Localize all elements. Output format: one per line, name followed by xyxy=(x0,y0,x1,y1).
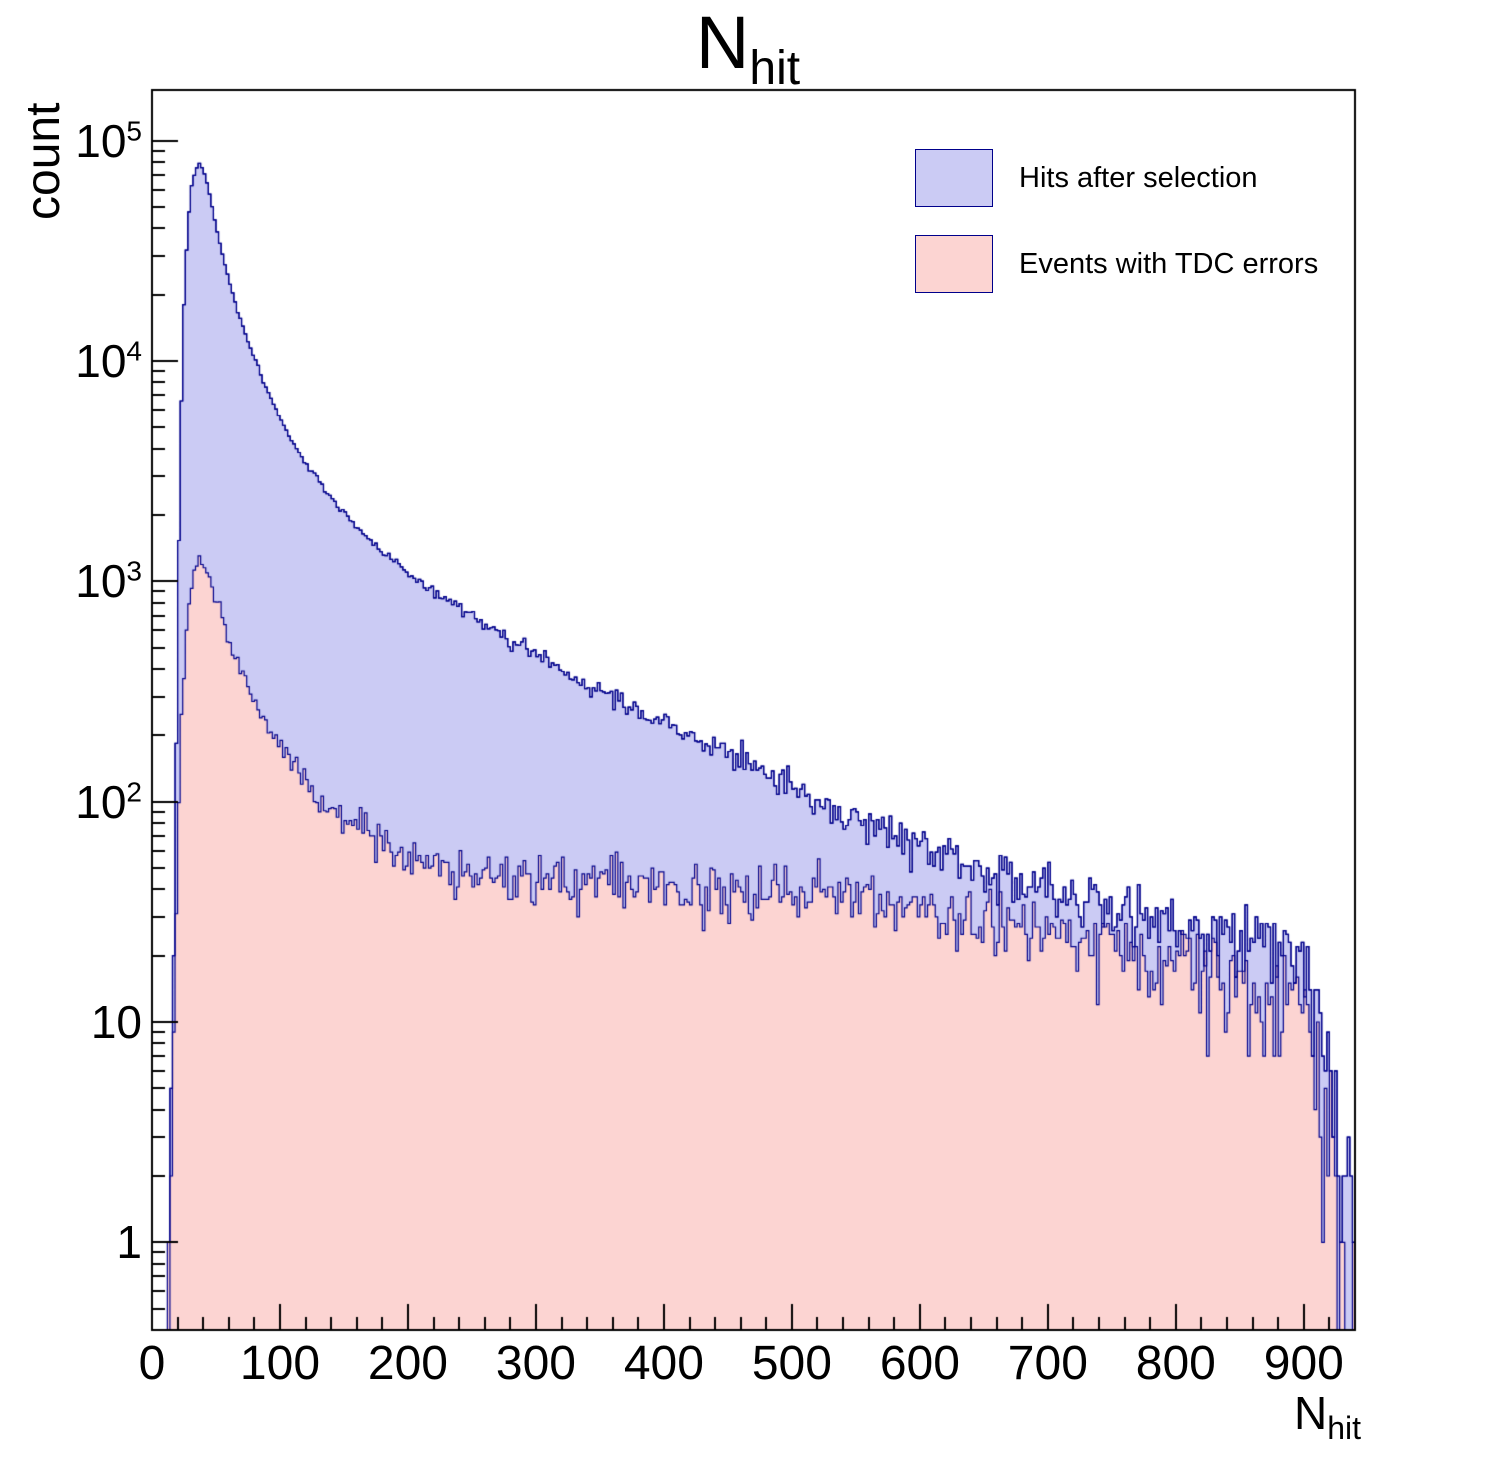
x-tick-label: 800 xyxy=(1135,1337,1216,1390)
y-tick-label: 102 xyxy=(75,775,142,828)
legend-item-hits-after-selection: Hits after selection xyxy=(915,148,1318,208)
x-axis-label-main: N xyxy=(1294,1387,1328,1439)
x-tick-label: 600 xyxy=(879,1337,960,1390)
y-tick-label: 103 xyxy=(75,555,142,608)
legend-swatch-blue xyxy=(915,149,993,207)
legend-item-events-with-tdc-errors: Events with TDC errors xyxy=(915,234,1318,294)
x-tick-label: 0 xyxy=(138,1337,166,1390)
y-tick-label: 10 xyxy=(90,996,142,1049)
x-tick-label: 200 xyxy=(367,1337,448,1390)
chart-title-main: N xyxy=(695,1,750,84)
x-tick-label: 500 xyxy=(751,1337,832,1390)
x-tick-label: 100 xyxy=(239,1337,321,1390)
x-tick-label: 400 xyxy=(623,1337,704,1390)
x-tick-label: 700 xyxy=(1007,1337,1088,1390)
x-tick-label: 900 xyxy=(1263,1337,1344,1390)
x-axis-label: Nhit xyxy=(1294,1386,1361,1447)
legend-label: Hits after selection xyxy=(1019,161,1258,194)
x-tick-label: 300 xyxy=(495,1337,576,1390)
legend-label: Events with TDC errors xyxy=(1019,247,1319,280)
legend-swatch-pink xyxy=(915,235,993,293)
y-tick-label: 1 xyxy=(116,1216,142,1269)
legend: Hits after selection Events with TDC err… xyxy=(915,148,1318,320)
x-axis-label-subscript: hit xyxy=(1327,1410,1362,1447)
y-tick-label: 105 xyxy=(75,114,142,167)
chart-title-subscript: hit xyxy=(749,41,801,95)
y-tick-label: 104 xyxy=(75,335,142,388)
chart-title: Nhit xyxy=(0,0,1496,112)
